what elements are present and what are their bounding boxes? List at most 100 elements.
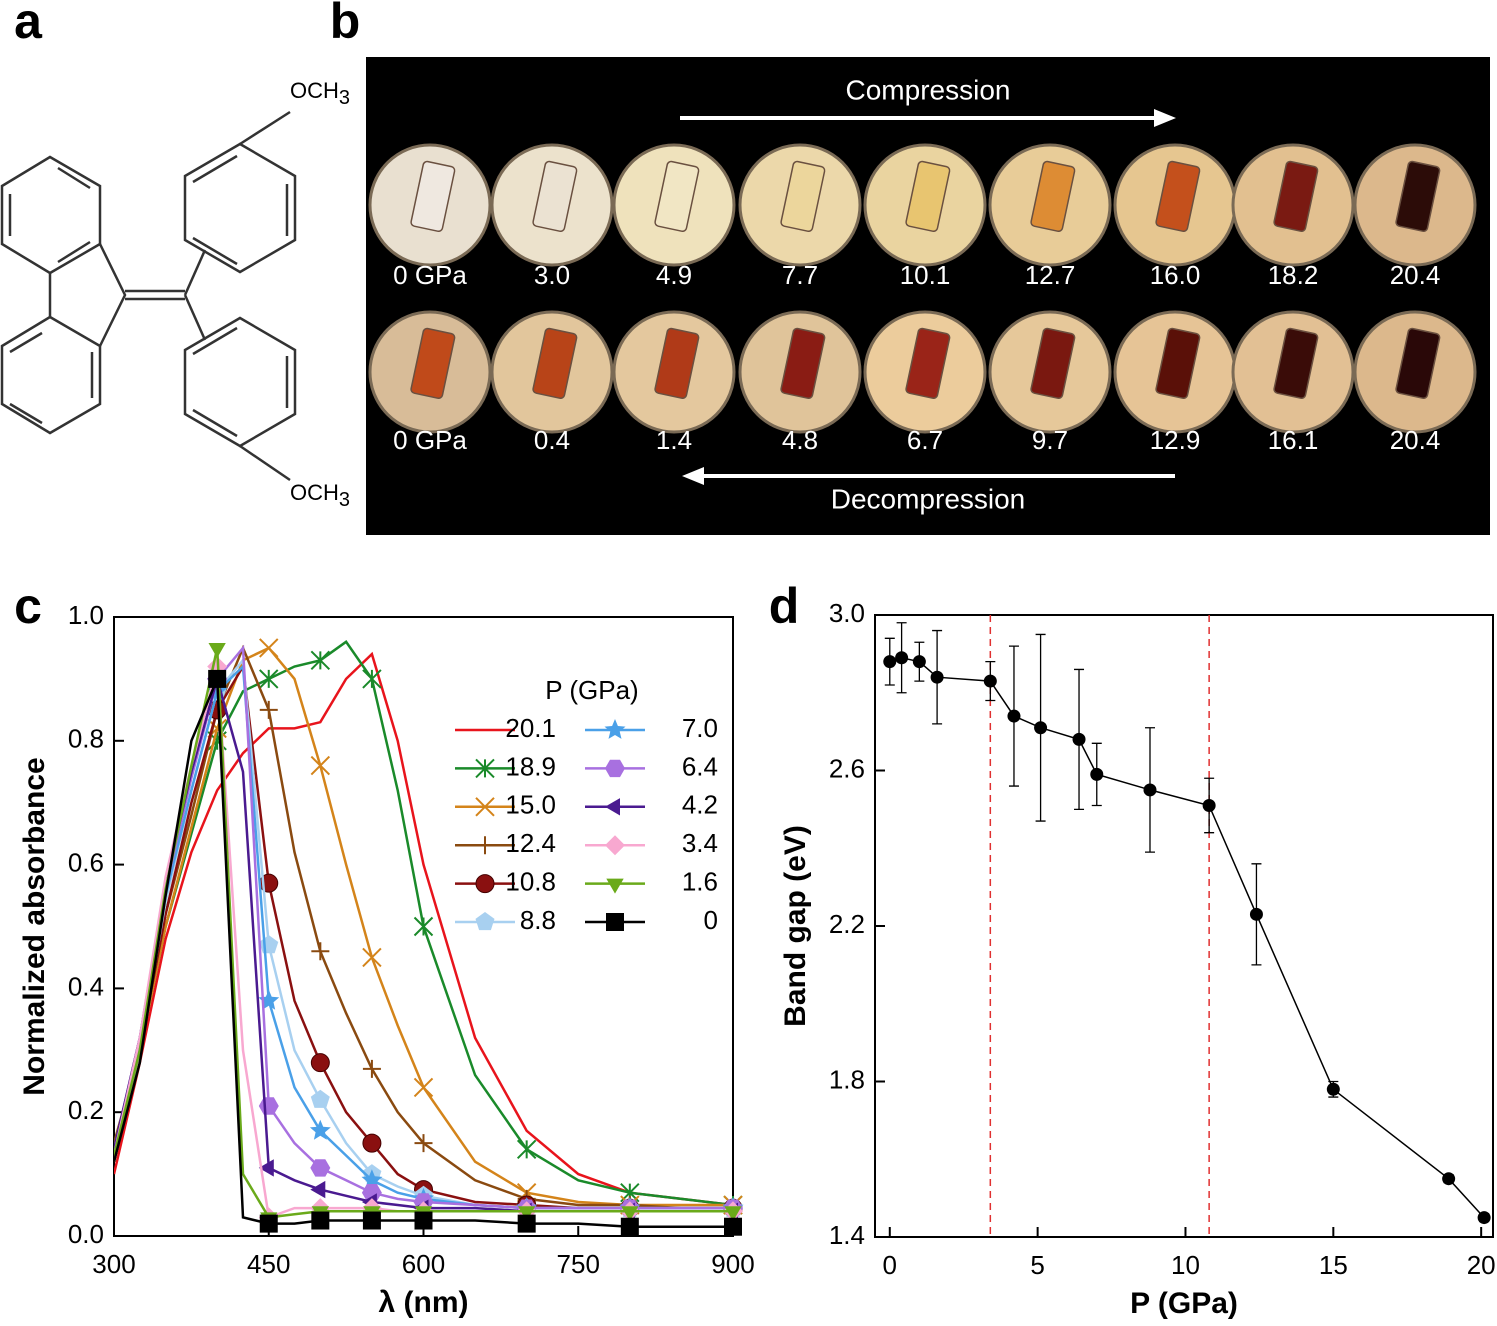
marker [362,947,382,968]
photo-label: 9.7 [1032,425,1068,455]
y-tick-label: 1.8 [829,1064,865,1094]
legend-marker [605,835,625,856]
marker [414,1134,433,1153]
x-tick-label: 600 [402,1249,445,1279]
legend-marker [475,758,495,779]
marker [259,638,279,658]
crystal [410,327,456,400]
marker [310,1053,330,1073]
crystal [1395,160,1441,233]
x-tick-label: 450 [247,1249,290,1279]
x-tick-label: 15 [1319,1250,1348,1280]
marker [208,643,226,658]
photo-panel [366,57,1490,535]
y-tick-label: 2.2 [829,909,865,939]
marker [259,669,279,689]
marker [724,1217,742,1236]
legend-label: 0 [704,905,718,935]
legend-marker [606,878,624,894]
x-tick-label: 900 [711,1249,754,1279]
marker [310,1180,326,1199]
marker [259,1214,278,1233]
photo-label: 3.0 [534,260,570,290]
marker [518,1206,536,1222]
marker [362,669,382,689]
series-line [114,674,733,1213]
marker [259,700,278,719]
point [895,651,909,665]
marker [310,1089,330,1108]
point [1007,709,1021,723]
point [1249,907,1263,921]
point [1034,721,1048,735]
point [883,655,897,669]
crystal [1273,160,1319,233]
legend-marker [475,874,495,894]
marker [309,1119,331,1140]
photo-label: 0 GPa [393,425,467,455]
panel-label: a [14,0,43,49]
photo-label: 6.7 [907,425,943,455]
y-tick-label: 1.0 [68,600,104,630]
marker [620,1217,639,1236]
x-tick-label: 10 [1171,1250,1200,1280]
marker [310,650,331,671]
marker [258,1097,279,1115]
marker [311,942,330,961]
marker [310,755,331,776]
point [930,670,944,684]
photo-label: 0.4 [534,425,570,455]
photo-label: 20.4 [1390,260,1441,290]
legend-marker [475,797,495,817]
x-axis-label: P (GPa) [1130,1287,1238,1320]
series-line [889,657,1485,1219]
legend-label: 7.0 [682,713,718,743]
marker [724,1206,742,1222]
legend-label: 6.4 [682,751,718,781]
legend-label: 20.1 [505,713,556,743]
y-tick-label: 0.6 [68,847,104,877]
crystal [1030,160,1076,233]
crystal [1155,160,1201,233]
point [912,655,926,669]
crystal [780,327,826,400]
x-tick-label: 5 [1030,1250,1044,1280]
y-tick-label: 0.2 [68,1095,104,1125]
photo-label: 20.4 [1390,425,1441,455]
legend-label: 15.0 [505,790,556,820]
substituent: OCH3 [290,480,350,511]
photo-label: 0 GPa [393,260,467,290]
marker [310,1159,331,1177]
legend-label: 1.6 [682,866,718,896]
x-tick-label: 300 [92,1249,135,1279]
marker [413,1077,434,1098]
substituent-subscript: 3 [339,489,350,511]
marker [414,1211,433,1230]
legend-label: 18.9 [505,751,556,781]
photo-label: 1.4 [656,425,692,455]
molecule [0,110,297,482]
marker [362,1211,381,1230]
plot-frame [874,614,1494,1238]
legend-marker [606,913,624,931]
legend-marker [475,912,495,931]
marker [258,1159,274,1177]
series-line [114,651,733,1207]
crystal [1030,327,1076,400]
panel-label: b [330,0,361,49]
point [983,674,997,688]
point [1202,798,1216,812]
arrow-head [682,467,704,485]
substituent-subscript: 3 [339,87,350,109]
marker [362,1059,381,1078]
compression-label: Compression [846,74,1011,105]
point [1442,1172,1456,1186]
y-tick-label: 0.0 [68,1219,104,1249]
legend-marker [605,759,625,778]
arrow-head [1154,109,1176,127]
series-line [114,678,733,1228]
marker [413,916,434,937]
point [1477,1211,1491,1225]
marker [208,669,227,688]
